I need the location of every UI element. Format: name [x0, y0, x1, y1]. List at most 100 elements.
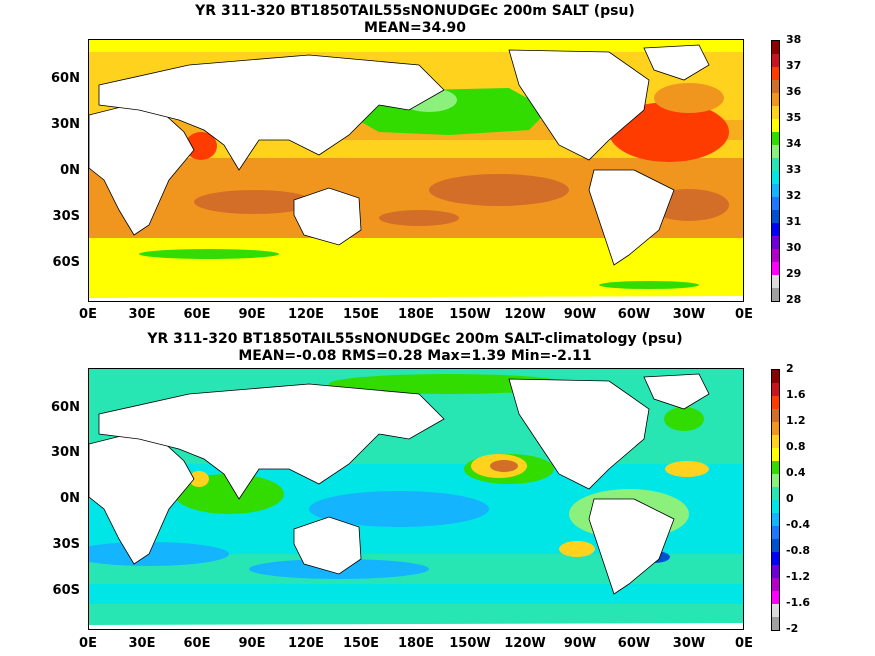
panel2-lat-60n: 60N [51, 400, 80, 415]
colorbar-tick-label: -1.6 [786, 596, 811, 609]
panel2-lon-label: 0E [735, 636, 753, 651]
colorbar-segment [772, 197, 779, 210]
panel1-lon-label: 30E [128, 307, 156, 322]
colorbar-tick-label: 1.2 [786, 414, 806, 427]
colorbar-segment [772, 145, 779, 158]
panel1-map-svg [89, 40, 743, 301]
colorbar-segment [772, 119, 779, 132]
colorbar-segment [772, 617, 779, 630]
colorbar-segment [772, 210, 779, 223]
colorbar-segment [772, 249, 779, 262]
panel2-title: YR 311-320 BT1850TAIL55sNONUDGEc 200m SA… [147, 331, 683, 347]
colorbar-tick-label: 32 [786, 189, 802, 202]
colorbar-segment [772, 422, 779, 435]
colorbar-segment [772, 591, 779, 604]
colorbar-segment [772, 539, 779, 552]
panel1-subtitle: MEAN=34.90 [363, 20, 467, 36]
colorbar-segment [772, 288, 779, 301]
colorbar-segment [772, 435, 779, 448]
colorbar-segment [772, 487, 779, 500]
colorbar-segment [772, 526, 779, 539]
colorbar-tick-label: 29 [786, 267, 802, 280]
panel1-lat-30s: 30S [52, 209, 80, 224]
colorbar-segment [772, 383, 779, 396]
panel1-lat-60s: 60S [52, 255, 80, 270]
colorbar-segment [772, 171, 779, 184]
panel1-lat-30n: 30N [51, 117, 80, 132]
panel1-lon-label: 90W [563, 307, 597, 322]
panel2-lat-60s: 60S [52, 583, 80, 598]
colorbar-segment [772, 132, 779, 145]
colorbar-segment [772, 474, 779, 487]
colorbar-segment [772, 223, 779, 236]
colorbar-tick-label: 0.4 [786, 466, 806, 479]
colorbar-segment [772, 158, 779, 171]
colorbar-tick-label: 31 [786, 215, 802, 228]
panel2-lon-label: 0E [79, 636, 97, 651]
panel2-lon-label: 90E [238, 636, 266, 651]
panel1-title: YR 311-320 BT1850TAIL55sNONUDGEc 200m SA… [195, 3, 635, 19]
colorbar-segment [772, 236, 779, 249]
colorbar-tick-label: -0.8 [786, 544, 811, 557]
colorbar-segment [772, 552, 779, 565]
panel2-lon-label: 150E [342, 636, 380, 651]
colorbar-segment [772, 370, 779, 383]
colorbar-segment [772, 106, 779, 119]
colorbar-segment [772, 565, 779, 578]
colorbar-tick-label: -1.2 [786, 570, 811, 583]
panel2-map-svg [89, 369, 743, 629]
colorbar-segment [772, 54, 779, 67]
panel2-lon-label: 120W [504, 636, 546, 651]
colorbar-segment [772, 409, 779, 422]
colorbar-tick-label: 2 [786, 362, 794, 375]
colorbar-segment [772, 262, 779, 275]
colorbar-segment [772, 500, 779, 513]
panel2-subtitle: MEAN=-0.08 RMS=0.28 Max=1.39 Min=-2.11 [238, 348, 592, 364]
panel2-lon-label: 90W [563, 636, 597, 651]
panel1-colorbar [771, 40, 780, 302]
panel2-lon-label: 60E [183, 636, 211, 651]
panel2-lon-label: 120E [287, 636, 325, 651]
panel2-lon-label: 150W [449, 636, 491, 651]
colorbar-tick-label: 37 [786, 59, 802, 72]
panel1-lat-60n: 60N [51, 71, 80, 86]
colorbar-segment [772, 396, 779, 409]
panel1-lon-label: 60E [183, 307, 211, 322]
panel2-colorbar [771, 369, 780, 631]
colorbar-tick-label: 34 [786, 137, 802, 150]
colorbar-tick-label: -2 [786, 622, 799, 635]
colorbar-segment [772, 41, 779, 54]
panel2-lon-label: 60W [617, 636, 651, 651]
panel1-lon-label: 180E [397, 307, 435, 322]
panel1-lon-label: 30W [672, 307, 706, 322]
colorbar-segment [772, 578, 779, 591]
colorbar-segment [772, 80, 779, 93]
colorbar-segment [772, 604, 779, 617]
colorbar-tick-label: 36 [786, 85, 802, 98]
colorbar-segment [772, 67, 779, 80]
panel1-lon-label: 60W [617, 307, 651, 322]
panel1-lon-label: 120W [504, 307, 546, 322]
colorbar-segment [772, 513, 779, 526]
colorbar-segment [772, 448, 779, 461]
panel1-lon-label: 0E [735, 307, 753, 322]
panel2-anomaly-map [88, 368, 744, 630]
panel1-lon-label: 150E [342, 307, 380, 322]
panel2-lon-label: 30E [128, 636, 156, 651]
panel1-salinity-map [88, 39, 744, 302]
colorbar-tick-label: 0 [786, 492, 794, 505]
colorbar-tick-label: 30 [786, 241, 802, 254]
colorbar-segment [772, 93, 779, 106]
panel1-lon-label: 150W [449, 307, 491, 322]
panel2-lat-0n: 0N [60, 491, 80, 506]
colorbar-tick-label: 35 [786, 111, 802, 124]
panel1-lon-label: 120E [287, 307, 325, 322]
colorbar-tick-label: 1.6 [786, 388, 806, 401]
colorbar-segment [772, 275, 779, 288]
panel2-lon-label: 180E [397, 636, 435, 651]
panel1-lon-label: 0E [79, 307, 97, 322]
panel1-lat-0n: 0N [60, 163, 80, 178]
colorbar-segment [772, 461, 779, 474]
panel1-lon-label: 90E [238, 307, 266, 322]
colorbar-tick-label: 33 [786, 163, 802, 176]
